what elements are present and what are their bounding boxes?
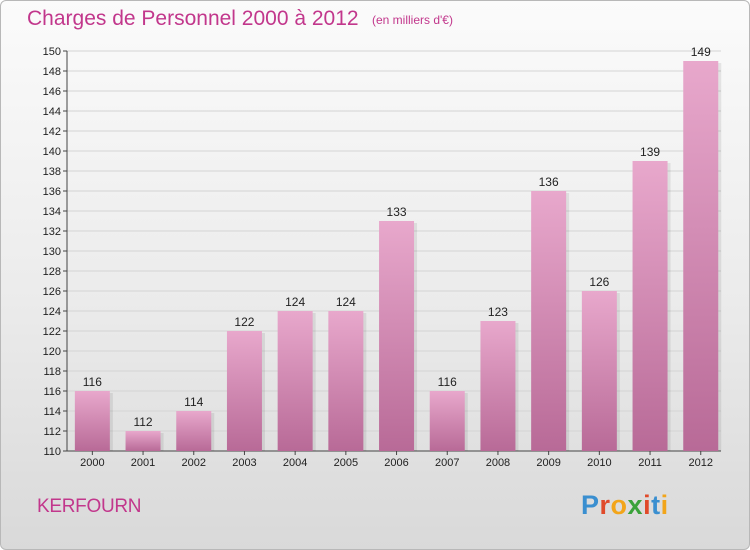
y-tick-label: 134 [43, 206, 61, 218]
y-tick-label: 118 [43, 366, 61, 378]
y-tick-label: 150 [43, 46, 61, 58]
y-tick-label: 122 [43, 326, 61, 338]
bar-2008[interactable] [480, 321, 516, 451]
bar-2012[interactable] [683, 61, 719, 451]
bar-2011[interactable] [632, 161, 668, 451]
y-tick-label: 142 [43, 126, 61, 138]
value-label: 122 [234, 315, 254, 329]
y-tick-label: 144 [43, 106, 61, 118]
y-tick-label: 112 [43, 426, 61, 438]
x-tick-label: 2010 [587, 457, 611, 469]
x-tick-label: 2008 [486, 457, 510, 469]
x-tick-label: 2002 [182, 457, 206, 469]
y-tick-label: 140 [43, 146, 61, 158]
value-label: 116 [438, 375, 457, 389]
y-tick-label: 116 [43, 386, 61, 398]
value-label: 136 [539, 175, 559, 189]
x-tick-label: 2000 [80, 457, 104, 469]
value-label: 126 [589, 275, 609, 289]
y-tick-label: 136 [43, 186, 61, 198]
logo-letter: o [610, 490, 628, 520]
value-label: 133 [387, 205, 407, 219]
chart-title: Charges de Personnel 2000 à 2012 [27, 7, 359, 30]
logo-letter: P [581, 490, 600, 520]
y-tick-label: 120 [43, 346, 61, 358]
bar-2003[interactable] [226, 331, 262, 451]
value-label: 123 [488, 305, 508, 319]
y-tick-label: 126 [43, 286, 61, 298]
x-tick-label: 2009 [536, 457, 560, 469]
bar-2005[interactable] [328, 311, 364, 451]
value-label: 149 [691, 45, 711, 59]
value-label: 124 [285, 295, 305, 309]
x-tick-label: 2003 [232, 457, 256, 469]
y-tick-label: 124 [43, 306, 61, 318]
bar-2004[interactable] [277, 311, 313, 451]
bar-2007[interactable] [429, 391, 465, 451]
value-label: 114 [184, 395, 203, 409]
y-tick-label: 110 [43, 446, 61, 458]
y-tick-label: 128 [43, 266, 61, 278]
x-tick-label: 2004 [283, 457, 307, 469]
labels: 110 112 114 116 118 120 122 124 126 128 130 132 134 1… [43, 45, 713, 469]
y-tick-label: 114 [43, 406, 61, 418]
x-tick-label: 2012 [689, 457, 713, 469]
y-tick-label: 130 [43, 246, 61, 258]
value-label: 116 [83, 375, 102, 389]
y-tick-label: 138 [43, 166, 61, 178]
bar-2006[interactable] [379, 221, 415, 451]
grid-lines [67, 50, 721, 452]
value-label: 112 [133, 415, 152, 429]
logo-letter: r [599, 490, 611, 520]
x-tick-label: 2005 [334, 457, 358, 469]
value-label: 124 [336, 295, 356, 309]
value-label: 139 [640, 145, 660, 159]
logo-letter: x [627, 490, 644, 520]
bar-2001[interactable] [125, 431, 161, 451]
bar-2000[interactable] [74, 391, 110, 451]
x-tick-label: 2011 [638, 457, 662, 469]
bar-2002[interactable] [176, 411, 212, 451]
bar-2010[interactable] [581, 291, 617, 451]
logo-letter: i [660, 490, 669, 520]
y-tick-label: 148 [43, 66, 61, 78]
x-tick-label: 2001 [131, 457, 155, 469]
proxiti-logo[interactable]: Proxiti [581, 490, 669, 521]
y-tick-label: 132 [43, 226, 61, 238]
bar-2009[interactable] [531, 191, 567, 451]
logo-letter: i [643, 490, 652, 520]
x-tick-label: 2006 [384, 457, 408, 469]
commune-name: KERFOURN [37, 496, 142, 517]
x-tick-label: 2007 [435, 457, 459, 469]
logo-letter: t [651, 490, 661, 520]
bars [74, 61, 722, 451]
y-tick-label: 146 [43, 86, 61, 98]
chart-subtitle: (en milliers d'€) [372, 13, 453, 27]
